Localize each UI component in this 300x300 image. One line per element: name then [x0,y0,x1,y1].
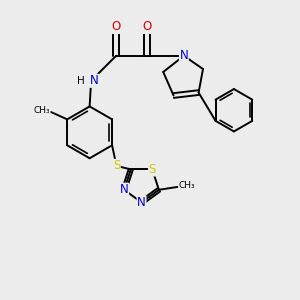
Text: H: H [77,76,85,86]
Text: O: O [142,20,152,33]
Text: S: S [148,163,156,176]
Text: CH₃: CH₃ [178,181,195,190]
Text: N: N [179,49,188,62]
Text: CH₃: CH₃ [33,106,50,115]
Text: O: O [112,20,121,33]
Text: N: N [137,196,146,209]
Text: N: N [90,74,98,87]
Text: N: N [120,183,128,196]
Text: S: S [113,159,120,172]
